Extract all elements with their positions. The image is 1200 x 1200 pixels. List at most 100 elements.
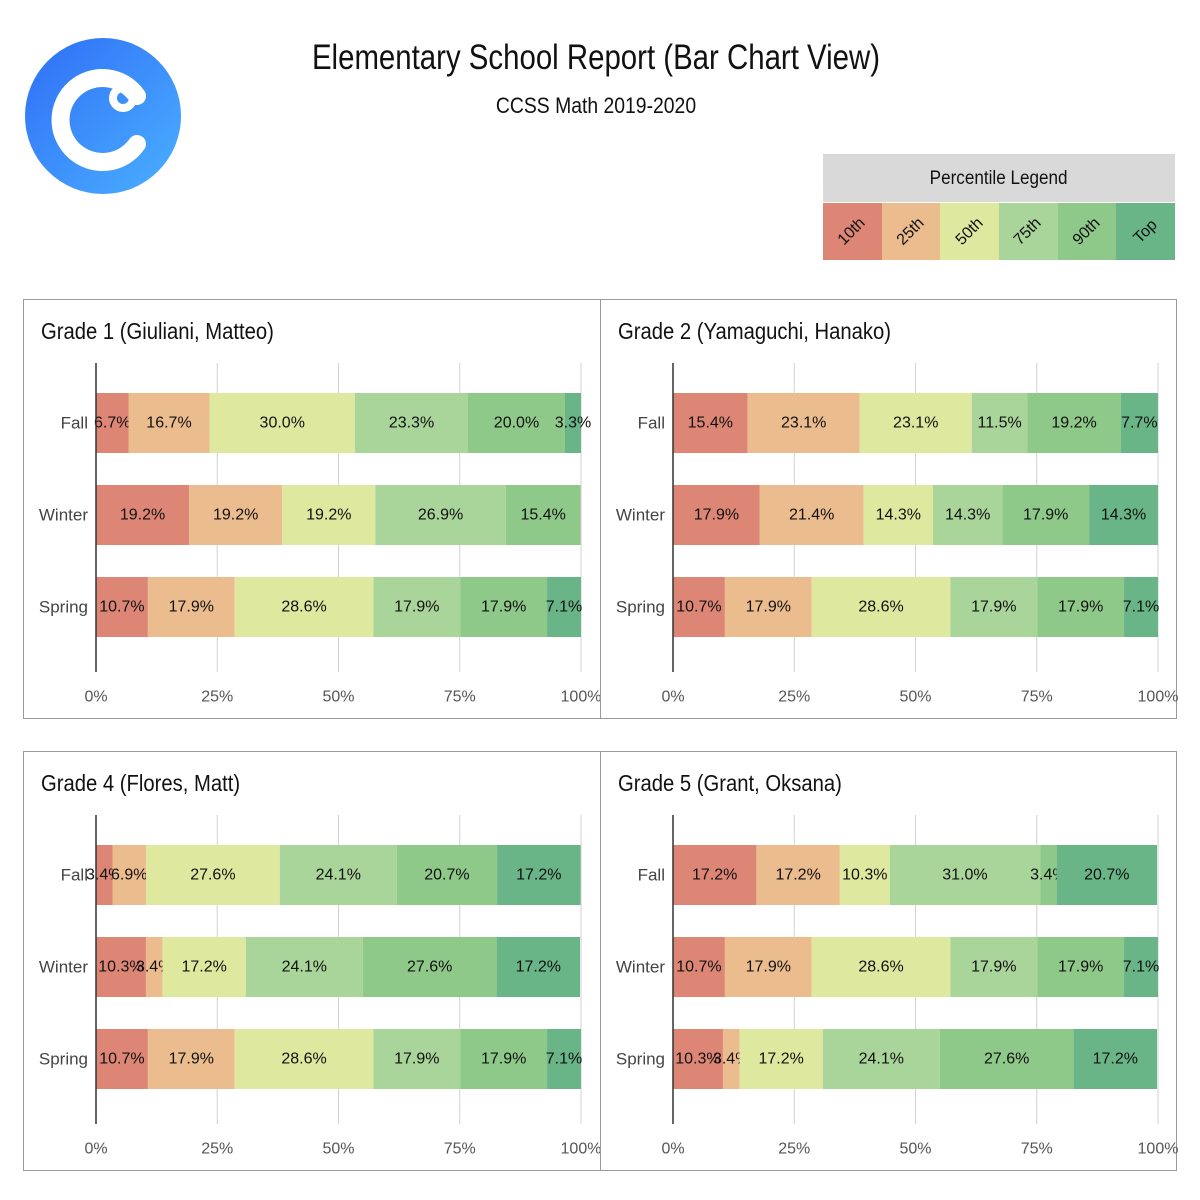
category-label: Spring	[39, 1050, 88, 1069]
data-label: 10.7%	[676, 959, 721, 976]
bar-segment	[375, 485, 506, 545]
x-tick-label: 100%	[1138, 1141, 1179, 1158]
data-label: 10.3%	[842, 867, 887, 884]
bar-segment	[722, 1029, 740, 1089]
data-label: 17.2%	[775, 867, 820, 884]
x-tick-label: 0%	[661, 1141, 684, 1158]
data-label: 28.6%	[281, 1051, 326, 1068]
bar-segment	[96, 485, 190, 545]
bar-segment	[145, 937, 163, 997]
bar-segment	[209, 393, 355, 453]
data-label: 20.7%	[424, 867, 469, 884]
logo-c-icon	[51, 69, 146, 171]
bar-segment	[96, 937, 146, 997]
x-tick-label: 50%	[322, 1141, 354, 1158]
bar-segment	[673, 393, 748, 453]
category-label: Fall	[61, 866, 88, 885]
bar-segment	[673, 1029, 723, 1089]
legend-item-10th: 10th	[823, 203, 882, 260]
data-label: 17.2%	[516, 867, 561, 884]
bar-segment	[1073, 1029, 1158, 1089]
x-tick-label: 100%	[561, 1141, 602, 1158]
bar-segment	[1124, 577, 1158, 637]
bar-segment	[547, 577, 581, 637]
bar-segment	[497, 845, 581, 905]
data-label: 23.1%	[893, 415, 938, 432]
bar-segment	[245, 937, 363, 997]
x-tick-label: 25%	[201, 1141, 233, 1158]
bar-segment	[971, 393, 1028, 453]
data-label: 27.6%	[190, 867, 235, 884]
data-label: 17.2%	[692, 867, 737, 884]
category-label: Winter	[616, 506, 665, 525]
bar-segment	[1037, 577, 1125, 637]
x-tick-label: 75%	[1021, 689, 1053, 706]
x-tick-label: 75%	[1021, 1141, 1053, 1158]
bar-segment	[496, 937, 581, 997]
data-label: 17.9%	[1058, 959, 1103, 976]
data-label: 10.7%	[99, 599, 144, 616]
legend-item-75th: 75th	[999, 203, 1058, 260]
data-label: 21.4%	[789, 507, 834, 524]
legend-label: 50th	[952, 214, 987, 249]
data-label: 23.1%	[781, 415, 826, 432]
bar-segment	[724, 937, 812, 997]
bar-segment	[564, 393, 581, 453]
data-label: 17.9%	[481, 1051, 526, 1068]
chart-title: Grade 5 (Grant, Oksana)	[618, 770, 842, 796]
chart-panel-grade-5: Grade 5 (Grant, Oksana) 17.2% 17.2% 10.3% 3…	[600, 751, 1179, 1171]
bar-segment	[354, 393, 468, 453]
data-label: 17.9%	[971, 959, 1016, 976]
category-label: Spring	[616, 1050, 665, 1069]
bar-segment	[673, 845, 757, 905]
bar-segment	[96, 393, 129, 453]
x-tick-label: 100%	[1138, 689, 1179, 706]
data-label: 19.2%	[120, 507, 165, 524]
bar-segment	[234, 577, 374, 637]
data-label: 7.7%	[1121, 415, 1157, 432]
bar-segment	[1027, 393, 1121, 453]
data-label: 17.9%	[746, 599, 791, 616]
bar-segment	[747, 393, 860, 453]
bar-segment	[234, 1029, 374, 1089]
bar-segment	[1124, 937, 1158, 997]
x-tick-label: 50%	[322, 689, 354, 706]
category-label: Winter	[39, 958, 88, 977]
bar-segment	[362, 937, 497, 997]
category-label: Fall	[61, 414, 88, 433]
category-label: Fall	[638, 866, 665, 885]
bar-segment	[279, 845, 397, 905]
page-title: Elementary School Report (Bar Chart View…	[311, 38, 881, 77]
data-label: 6.9%	[111, 867, 147, 884]
bar-segment	[145, 845, 280, 905]
data-label: 19.2%	[306, 507, 351, 524]
data-label: 24.1%	[316, 867, 361, 884]
data-label: 19.2%	[213, 507, 258, 524]
bar-segment	[282, 485, 376, 545]
data-label: 23.3%	[389, 415, 434, 432]
bar-segment	[467, 393, 565, 453]
stacked-bar-chart: 15.4% 23.1% 23.1% 11.5% 19.2% 7.7% Fall 17.9% 21…	[616, 363, 1179, 706]
x-tick-label: 0%	[84, 1141, 107, 1158]
app-logo	[25, 38, 181, 194]
data-label: 31.0%	[942, 867, 987, 884]
data-label: 28.6%	[281, 599, 326, 616]
bar-segment	[932, 485, 1003, 545]
data-label: 20.7%	[1084, 867, 1129, 884]
data-label: 15.4%	[520, 507, 565, 524]
x-tick-label: 100%	[561, 689, 602, 706]
legend-label: 75th	[1010, 214, 1045, 249]
bar-segment	[460, 577, 548, 637]
legend-item-90th: 90th	[1057, 203, 1117, 260]
data-label: 17.9%	[694, 507, 739, 524]
x-tick-label: 75%	[444, 689, 476, 706]
data-label: 17.9%	[481, 599, 526, 616]
bar-segment	[1002, 485, 1090, 545]
x-tick-label: 25%	[201, 689, 233, 706]
bar-segment	[373, 1029, 461, 1089]
bar-segment	[112, 845, 146, 905]
data-label: 17.9%	[394, 599, 439, 616]
bar-segment	[96, 577, 148, 637]
bar-segment	[505, 485, 581, 545]
